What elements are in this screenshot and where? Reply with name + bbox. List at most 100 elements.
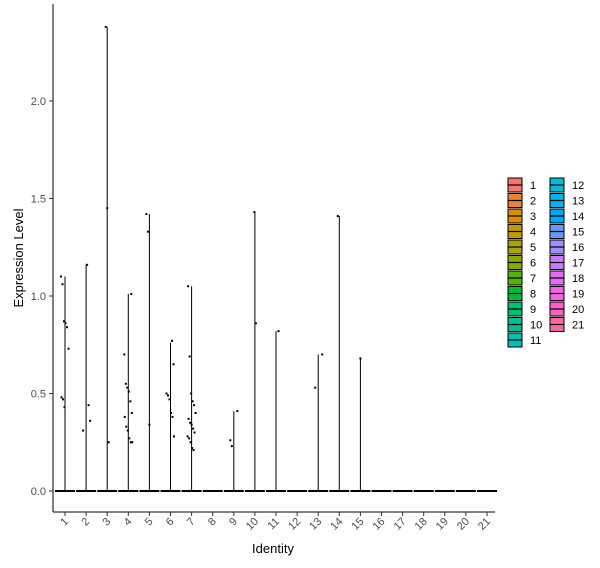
point-7-53 [189, 441, 192, 444]
violin-8-base [202, 490, 223, 492]
point-7-55 [192, 449, 195, 452]
y-tick-label: 0.0 [31, 486, 46, 498]
legend-label-21: 21 [572, 320, 584, 332]
y-tick-label: 1.5 [31, 194, 46, 206]
point-7-44 [193, 404, 196, 407]
legend-label-19: 19 [572, 289, 584, 301]
point-6-36 [168, 398, 171, 401]
x-tick-label-2: 2 [79, 516, 92, 529]
x-tick-label-1: 1 [58, 516, 71, 529]
point-10-59 [253, 211, 256, 214]
x-tick-label-8: 8 [206, 516, 219, 529]
x-tick-label-12: 12 [286, 516, 303, 533]
point-9-56 [236, 410, 239, 413]
legend-label-14: 14 [572, 211, 584, 223]
violin-16-base [371, 490, 392, 492]
point-7-52 [188, 437, 191, 440]
x-tick-label-17: 17 [392, 516, 409, 533]
x-tick-label-18: 18 [413, 516, 430, 533]
point-6-34 [165, 392, 168, 395]
x-tick-label-4: 4 [122, 516, 135, 529]
point-9-57 [229, 439, 232, 442]
violin-17-base [392, 490, 413, 492]
x-tick-label-11: 11 [266, 516, 283, 533]
point-2-12 [82, 429, 85, 432]
x-tick-label-10: 10 [244, 516, 261, 533]
violin-19-base [434, 490, 455, 492]
point-9-58 [230, 445, 233, 448]
violin-20-base [455, 490, 476, 492]
y-tick-label: 1.0 [31, 291, 46, 303]
point-6-37 [170, 412, 172, 414]
x-tick-label-14: 14 [328, 516, 345, 533]
point-4-27 [129, 441, 132, 444]
point-7-48 [190, 423, 193, 426]
point-5-29 [145, 213, 148, 216]
x-tick-label-15: 15 [349, 516, 366, 533]
point-2-9 [86, 263, 89, 266]
point-4-25 [126, 429, 129, 432]
point-4-24 [125, 425, 128, 428]
point-14-64 [336, 215, 339, 218]
legend-label-13: 13 [572, 196, 584, 208]
axes: 0.00.51.01.52.01 2 3 4 5 6 7 8 9 10 11 12 13 14 15 16 17… [31, 4, 495, 533]
point-7-51 [186, 435, 189, 438]
legend-label-16: 16 [572, 242, 584, 254]
point-4-16 [130, 293, 133, 296]
legend-label-15: 15 [572, 227, 584, 239]
point-13-62 [321, 353, 324, 356]
point-1-8 [63, 406, 66, 409]
point-7-42 [190, 392, 193, 395]
point-4-26 [128, 437, 131, 440]
point-6-39 [173, 435, 175, 438]
legend-label-18: 18 [572, 273, 584, 285]
legend-label-8: 8 [530, 289, 536, 301]
x-tick-label-9: 9 [227, 516, 240, 529]
point-1-4 [66, 326, 68, 329]
point-6-32 [171, 339, 173, 342]
point-2-11 [89, 419, 92, 422]
point-4-18 [124, 382, 127, 385]
point-1-6 [60, 396, 63, 399]
x-tick-label-7: 7 [185, 516, 198, 529]
point-1-1 [61, 283, 64, 286]
y-tick-label: 0.5 [31, 389, 46, 401]
point-7-45 [194, 412, 197, 414]
point-7-49 [192, 427, 195, 430]
point-7-41 [188, 355, 191, 358]
point-4-28 [131, 441, 134, 444]
point-1-0 [60, 275, 62, 278]
point-4-21 [129, 400, 132, 403]
legend-label-12: 12 [572, 180, 584, 192]
point-1-5 [67, 347, 70, 350]
point-1-7 [62, 398, 64, 401]
legend-label-3: 3 [530, 211, 536, 223]
legend-label-9: 9 [530, 304, 536, 316]
point-7-43 [191, 400, 194, 403]
point-7-40 [187, 285, 190, 288]
legend-label-5: 5 [530, 242, 536, 254]
x-tick-label-20: 20 [455, 516, 472, 533]
point-3-14 [106, 207, 109, 210]
legend-label-6: 6 [530, 258, 536, 270]
point-7-50 [193, 431, 196, 434]
legend-label-1: 1 [530, 180, 536, 192]
legend-label-4: 4 [530, 227, 536, 239]
point-3-15 [107, 441, 110, 444]
point-10-60 [254, 322, 257, 325]
point-6-33 [172, 363, 175, 366]
x-tick-label-16: 16 [370, 516, 387, 533]
legend-label-11: 11 [530, 335, 541, 347]
point-6-38 [171, 415, 174, 418]
point-11-61 [277, 330, 280, 333]
point-1-2 [63, 320, 65, 323]
legend-label-7: 7 [530, 273, 536, 285]
legend-label-2: 2 [530, 196, 536, 208]
point-4-22 [130, 412, 133, 414]
point-7-47 [189, 421, 192, 424]
legend-label-10: 10 [530, 320, 542, 332]
point-5-30 [146, 230, 149, 233]
x-tick-label-13: 13 [307, 516, 324, 533]
x-tick-label-21: 21 [476, 516, 493, 533]
